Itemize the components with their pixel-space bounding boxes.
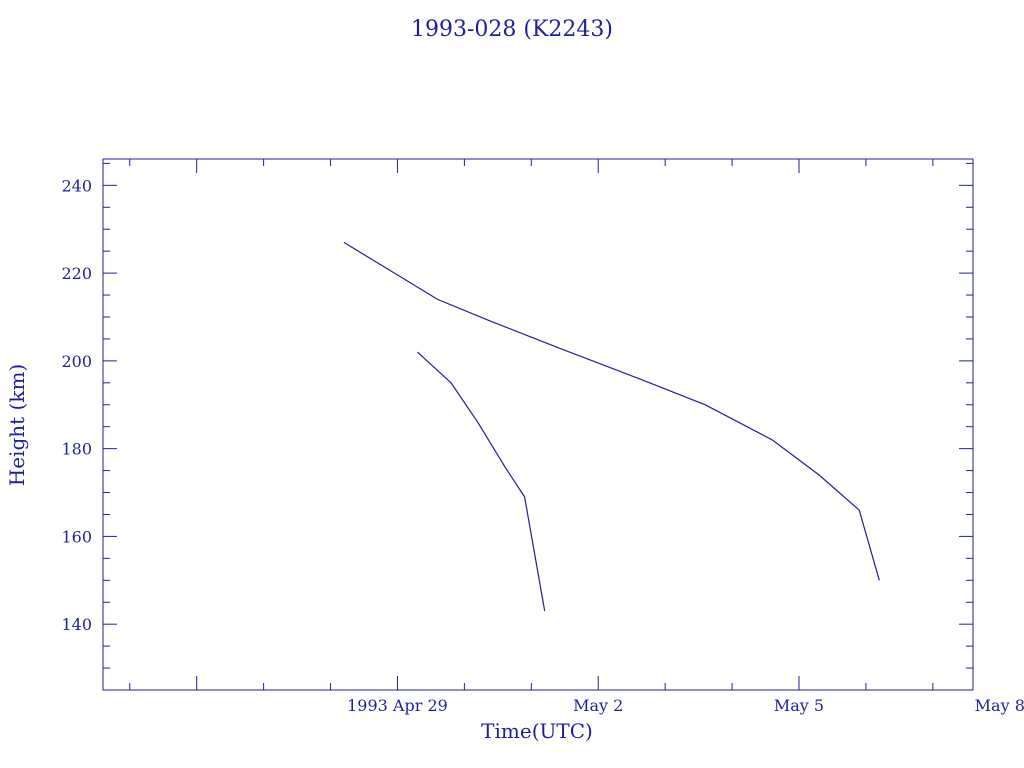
x-tick-label: May 5	[774, 696, 824, 715]
chart-title: 1993-028 (K2243)	[411, 17, 613, 42]
y-tick-label: 160	[61, 527, 92, 546]
x-tick-label: May 8	[975, 696, 1024, 715]
y-tick-label: 240	[61, 176, 92, 195]
series-group	[343, 241, 880, 612]
series-line-2	[417, 351, 546, 612]
y-axis-label: Height (km)	[5, 364, 29, 486]
y-tick-label: 220	[61, 264, 92, 283]
y-tick-label: 140	[61, 615, 92, 634]
plot-frame	[102, 158, 974, 691]
ticks-group: 140 160 180 200 220 240 1993 Apr 29 May 2 May 5 M…	[61, 159, 1024, 715]
series-line-1	[343, 241, 880, 581]
x-axis-label: Time(UTC)	[481, 719, 593, 743]
y-tick-label: 180	[61, 440, 92, 459]
y-tick-label: 200	[61, 352, 92, 371]
x-tick-label: 1993 Apr 29	[347, 696, 448, 715]
axes-group	[102, 158, 974, 691]
x-tick-label: May 2	[573, 696, 623, 715]
